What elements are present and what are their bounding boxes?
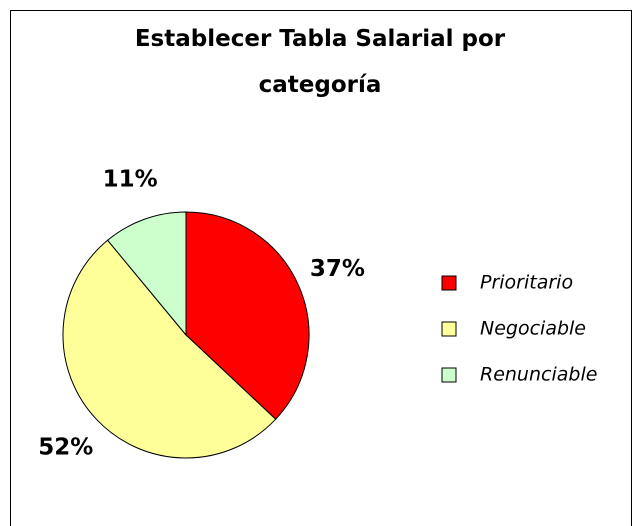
pie-slice — [185, 211, 310, 420]
chart-title: Establecer Tabla Salarial por categoría — [134, 26, 506, 98]
pie-slice — [62, 239, 277, 459]
legend-swatch — [441, 367, 457, 383]
legend-label: Negociable — [480, 318, 586, 340]
pie-slice — [106, 211, 187, 337]
legend-swatch — [441, 275, 457, 291]
value-label: 52% — [38, 434, 93, 460]
value-label: 11% — [103, 166, 158, 192]
value-label: 37% — [310, 256, 365, 282]
chart-frame — [10, 10, 632, 526]
legend-swatch — [441, 321, 457, 337]
legend-label: Prioritario — [480, 272, 573, 294]
legend-label: Renunciable — [480, 364, 597, 386]
